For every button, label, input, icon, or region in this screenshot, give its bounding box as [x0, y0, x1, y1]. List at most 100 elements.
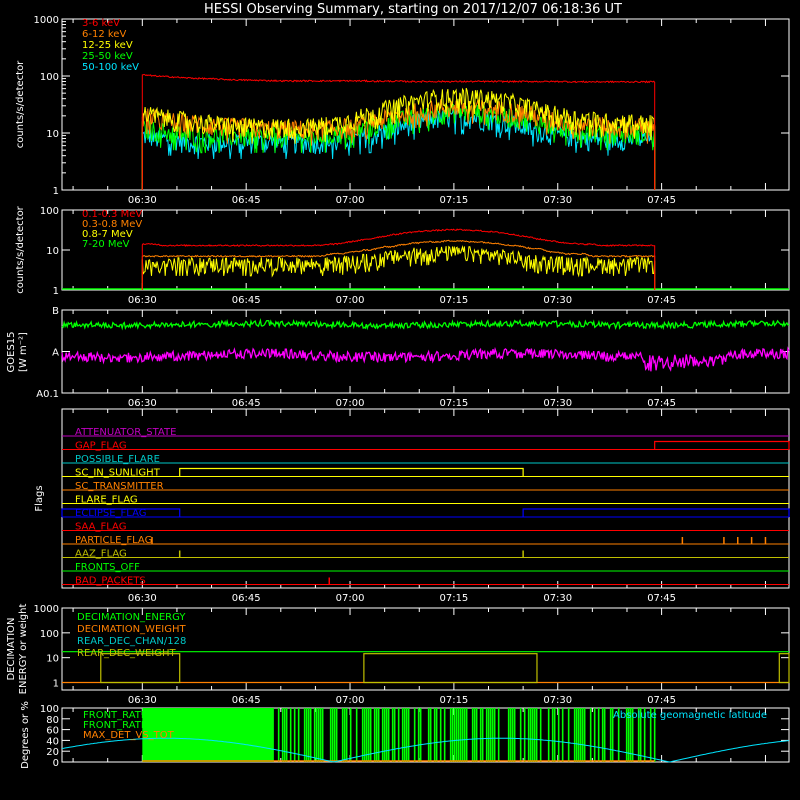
x-tick-label: 07:15 — [439, 695, 468, 706]
geomagnetic-latitude-line — [61, 737, 790, 763]
legend-entry: MAX_DET_VS_TOT — [83, 730, 175, 741]
y-tick-label: 0 — [53, 758, 59, 769]
front-ratio-bar — [479, 708, 482, 762]
front-ratio-bar — [289, 708, 292, 762]
x-tick-label: 06:30 — [128, 295, 157, 306]
front-ratio-bar — [381, 708, 384, 762]
y-tick-label: B — [52, 306, 59, 317]
x-tick-label: 06:30 — [128, 195, 157, 206]
y-tick-label: 100 — [40, 704, 59, 715]
y-tick-label: 100 — [40, 206, 59, 217]
front-ratio-bar — [387, 708, 390, 762]
legend-entry: 7-20 MeV — [82, 239, 130, 250]
front-ratio-bar — [407, 708, 410, 762]
front-ratio-bar — [485, 708, 488, 762]
front-ratio-bar — [321, 708, 324, 762]
y-tick-label: 60 — [46, 726, 59, 737]
front-ratio-bar — [293, 708, 296, 762]
y-tick-label: 1000 — [34, 604, 59, 615]
legend-entry: REAR_DEC_WEIGHT — [77, 648, 176, 659]
y-tick-label: 1 — [53, 679, 59, 690]
series-line — [141, 73, 656, 191]
front-ratio-bar — [637, 708, 640, 762]
legend-entry: 6-12 keV — [82, 29, 126, 40]
legend-entry: 12-25 keV — [82, 40, 133, 51]
front-ratio-bar — [567, 708, 570, 762]
front-ratio-bar — [329, 708, 332, 762]
y-tick-label: 100 — [40, 72, 59, 83]
front-ratio-bar — [547, 708, 550, 762]
front-ratio-bar — [597, 708, 600, 762]
x-tick-label: 07:30 — [543, 195, 572, 206]
series-line — [141, 245, 656, 291]
front-ratio-bar — [319, 708, 322, 762]
y-tick-label: A0.1 — [36, 389, 59, 400]
front-ratio-bar — [341, 708, 344, 762]
front-ratio-bar — [601, 708, 604, 762]
front-ratio-block — [142, 708, 274, 762]
front-ratio-bar — [313, 708, 316, 762]
x-tick-label: 06:45 — [232, 695, 261, 706]
x-tick-label: 07:15 — [439, 593, 468, 604]
front-ratio-bar — [529, 708, 532, 762]
front-ratio-bar — [643, 708, 646, 762]
front-ratio-bar — [317, 708, 320, 762]
series-line — [61, 318, 790, 331]
front-ratio-bar — [627, 708, 630, 762]
y-tick-label: 1 — [53, 186, 59, 197]
front-ratio-bar — [315, 708, 318, 762]
front-ratio-bar — [489, 708, 492, 762]
flag-label: AAZ_FLAG — [75, 549, 127, 560]
front-ratio-bar — [373, 708, 376, 762]
front-ratio-bar — [475, 708, 478, 762]
x-tick-label: 07:00 — [336, 295, 365, 306]
front-ratio-bar — [507, 708, 510, 762]
front-ratio-bar — [281, 708, 284, 762]
front-ratio-bar — [429, 708, 432, 762]
y-axis-label-2: ENERGY or weight — [18, 604, 29, 695]
flag-label: POSSIBLE_FLARE — [75, 454, 160, 465]
front-ratio-bar — [539, 708, 542, 762]
front-ratio-bar — [461, 708, 464, 762]
legend-entry: DECIMATION_ENERGY — [77, 612, 186, 623]
front-ratio-bar — [459, 708, 462, 762]
y-tick-label: 40 — [46, 736, 59, 747]
front-ratio-bar — [309, 708, 312, 762]
front-ratio-bar — [527, 708, 530, 762]
x-tick-label: 06:45 — [232, 398, 261, 409]
y-axis-label: Degrees or % — [20, 701, 31, 769]
series-line — [141, 239, 656, 291]
x-tick-label: 07:30 — [543, 295, 572, 306]
front-ratio-bar — [509, 708, 512, 762]
front-ratio-bar — [471, 708, 474, 762]
front-ratio-bar — [653, 708, 656, 762]
front-ratio-bar — [457, 708, 460, 762]
rear-dec-weight-box — [363, 653, 538, 684]
x-tick-label: 07:45 — [647, 295, 676, 306]
legend-entry: 0.3-0.8 MeV — [82, 219, 142, 230]
front-ratio-bar — [419, 708, 422, 762]
flag-label: BAD_PACKETS — [75, 576, 146, 587]
legend-entry: 50-100 keV — [82, 62, 139, 73]
y-tick-label: 100 — [40, 629, 59, 640]
front-ratio-bar — [533, 708, 536, 762]
front-ratio-bar — [481, 708, 484, 762]
front-ratio-bar — [343, 708, 346, 762]
front-ratio-bar — [443, 708, 446, 762]
front-ratio-bar — [453, 708, 456, 762]
y-tick-label: 1000 — [34, 15, 59, 26]
y-tick-label: 10 — [46, 246, 59, 257]
front-ratio-bar — [403, 708, 406, 762]
panel-frame-1 — [61, 18, 790, 191]
x-tick-label: 06:30 — [128, 398, 157, 409]
series-line — [141, 97, 656, 191]
front-ratio-bar — [593, 708, 596, 762]
front-ratio-bar — [491, 708, 494, 762]
front-ratio-bar — [631, 708, 634, 762]
flag-segment — [61, 508, 181, 517]
front-ratio-bar — [393, 708, 396, 762]
front-ratio-bar — [349, 708, 352, 762]
y-axis-label: counts/s/detector — [15, 60, 26, 148]
x-tick-label: 07:00 — [336, 695, 365, 706]
front-ratio-bar — [449, 708, 452, 762]
